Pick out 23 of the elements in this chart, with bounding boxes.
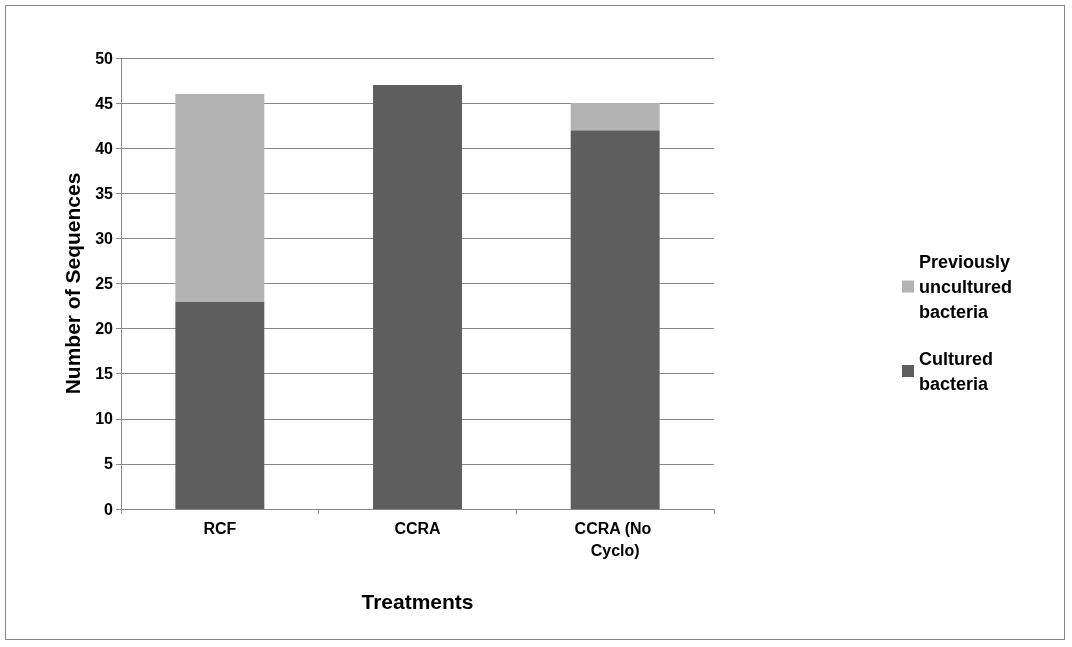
y-tick-label: 10 — [95, 410, 114, 428]
bar — [570, 130, 660, 509]
x-tick-label: RCF — [203, 519, 237, 537]
y-tick-label: 50 — [95, 49, 114, 67]
y-tick-label: 15 — [95, 365, 114, 383]
legend-label: Cultured bacteria — [919, 348, 998, 394]
x-tick-label: CCRA (No Cyclo) — [574, 519, 656, 559]
bar — [175, 301, 265, 509]
y-tick-label: 30 — [95, 229, 114, 247]
x-axis-title: Treatments — [361, 590, 474, 613]
y-tick-label: 35 — [95, 184, 114, 202]
y-axis-title: Number of Sequences — [61, 172, 84, 395]
y-tick-label: 45 — [95, 94, 114, 112]
y-tick-label: 0 — [104, 500, 114, 518]
y-tick-label: 40 — [95, 139, 114, 157]
y-tick-label: 20 — [95, 320, 114, 338]
bar — [373, 85, 462, 509]
legend-label: Previously uncultured bacteria — [919, 251, 1017, 322]
y-tick-label: 5 — [104, 455, 114, 473]
bar — [570, 103, 660, 131]
x-tick-label: CCRA — [394, 519, 442, 537]
bar — [175, 94, 265, 302]
y-tick-label: 25 — [95, 275, 114, 292]
